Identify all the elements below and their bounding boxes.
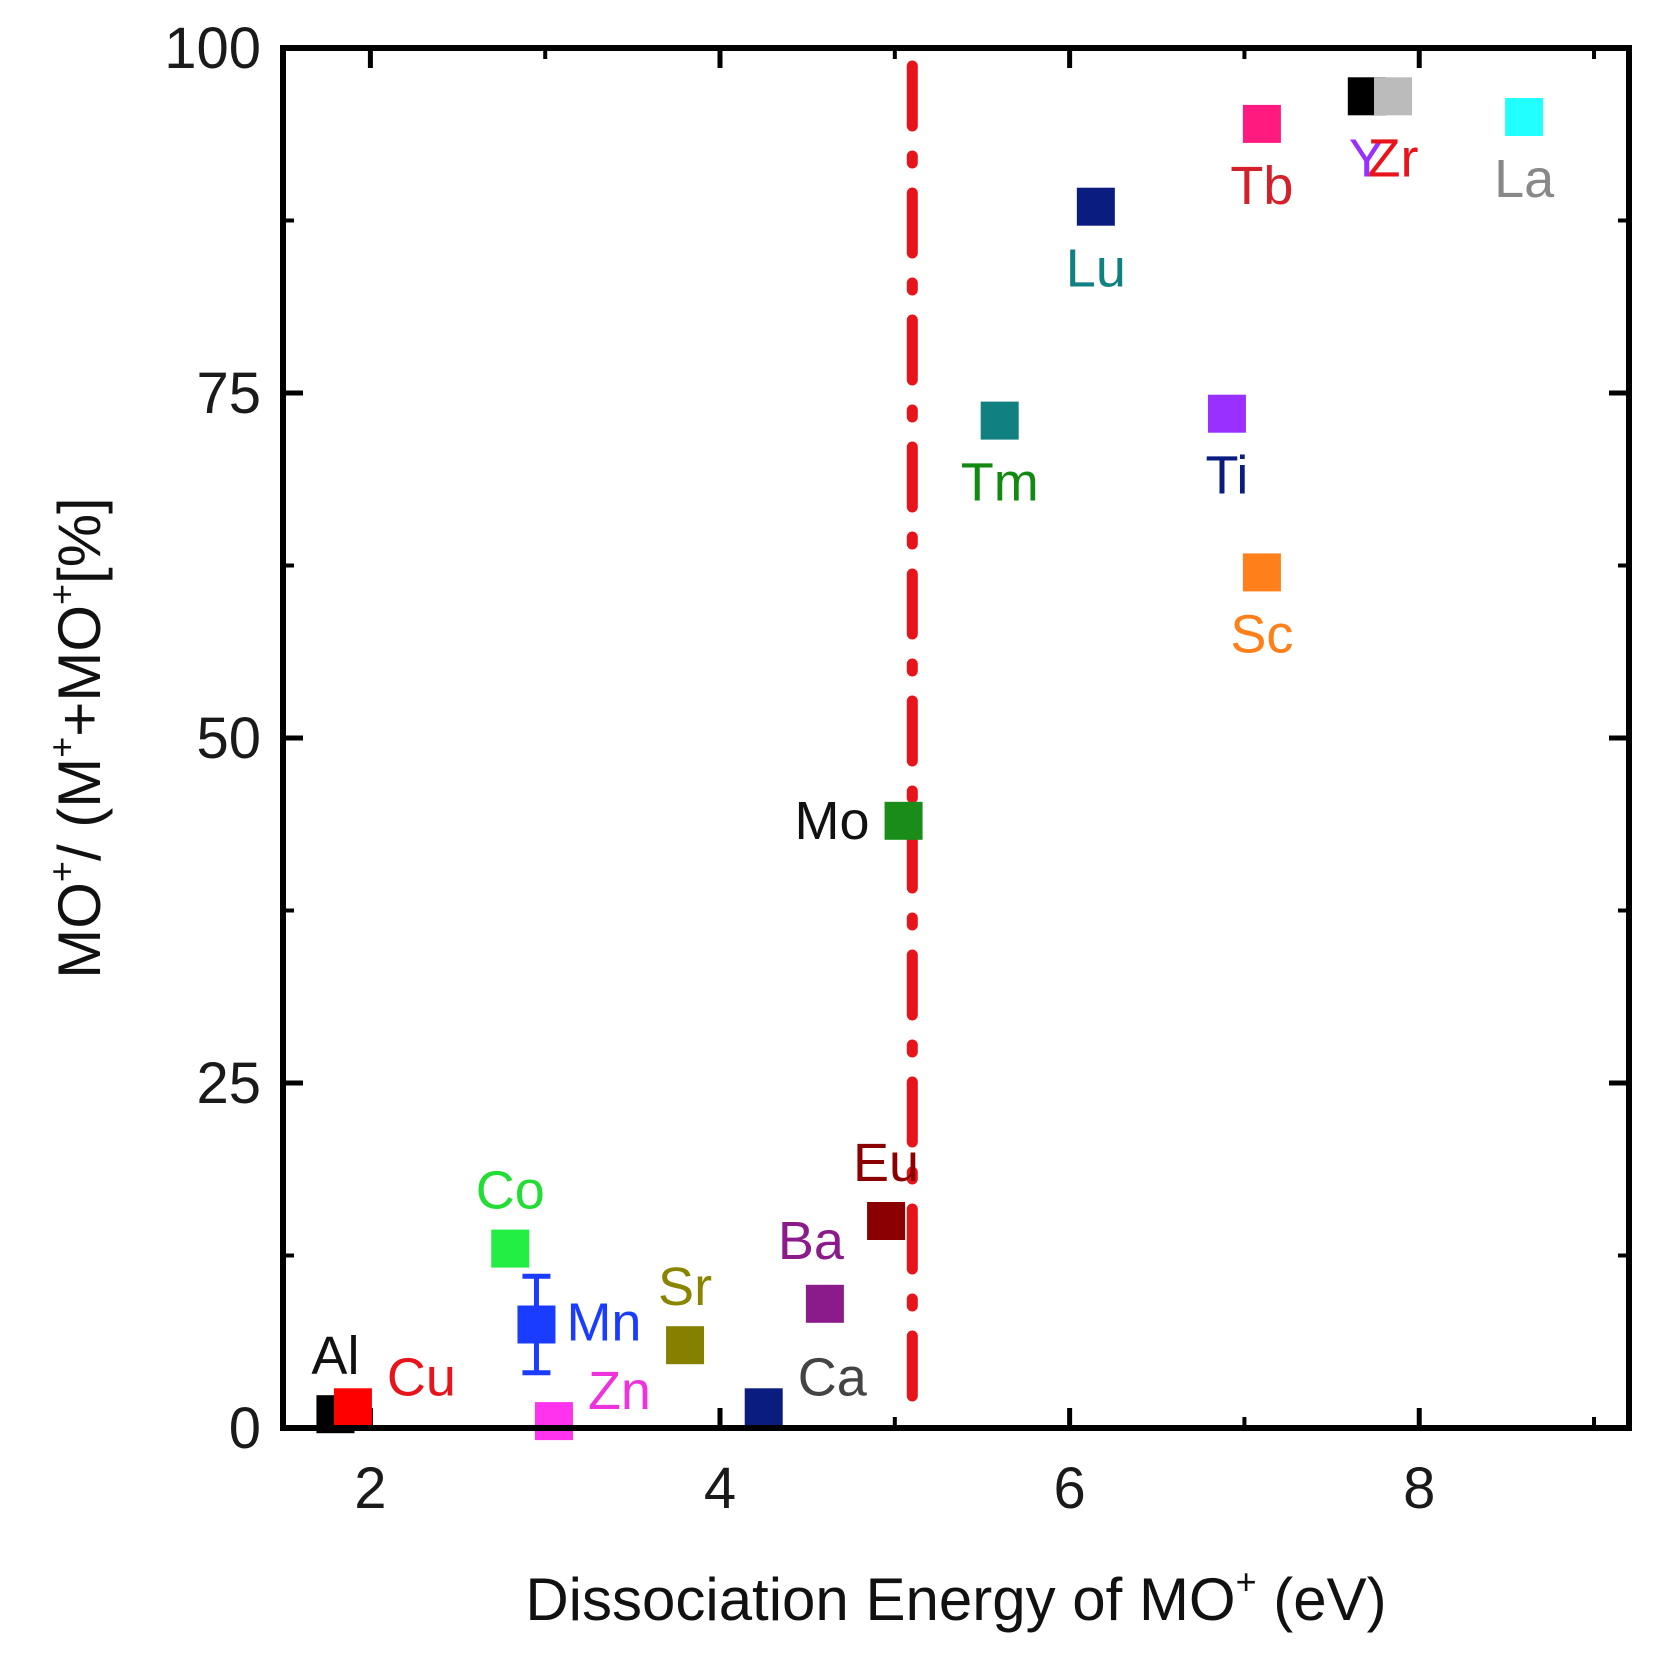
point-mn (517, 1305, 556, 1344)
label-ti: Ti (1205, 446, 1248, 506)
label-ba: Ba (778, 1211, 845, 1271)
point-ca (744, 1388, 783, 1427)
tick-marks (283, 45, 1629, 1431)
tick-labels: 2 4 6 8 0 25 50 75 100 (164, 16, 1435, 1521)
point-ba (805, 1284, 844, 1323)
label-eu: Eu (853, 1133, 919, 1193)
point-tb (1242, 104, 1281, 143)
x-tick-label: 8 (1403, 1456, 1435, 1521)
y-tick-label: 50 (196, 706, 261, 771)
y-tick-label: 75 (196, 361, 261, 426)
label-la: La (1494, 149, 1555, 209)
label-sr: Sr (658, 1257, 712, 1317)
label-y: Y (1349, 128, 1385, 188)
point-la (1505, 98, 1544, 136)
x-tick-label: 2 (354, 1456, 386, 1521)
point-sc (1242, 553, 1281, 592)
y-tick-label: 100 (164, 16, 261, 81)
label-co: Co (476, 1161, 545, 1221)
plot-frame (280, 45, 1632, 1431)
y-tick-label: 0 (229, 1396, 261, 1461)
x-axis-title: Dissociation Energy of MO+ (eV) (525, 1561, 1386, 1633)
point-zn (534, 1402, 573, 1441)
y-axis-title: MO+/ (M++MO+[%] (41, 497, 113, 978)
point-tm (980, 401, 1019, 440)
point-ti (1207, 394, 1246, 433)
point-co (491, 1229, 530, 1268)
label-al: Al (311, 1326, 359, 1386)
label-ca: Ca (798, 1347, 868, 1407)
label-mo: Mo (795, 791, 870, 851)
point-lu (1076, 187, 1115, 226)
label-tm: Tm (961, 453, 1039, 513)
point-zr (1374, 77, 1413, 116)
label-tb: Tb (1230, 156, 1293, 216)
label-zr: Zr (1368, 128, 1419, 188)
label-cu: Cu (387, 1347, 456, 1407)
point-eu (867, 1202, 906, 1240)
label-zn: Zn (588, 1361, 651, 1421)
x-tick-label: 4 (704, 1456, 736, 1521)
x-tick-label: 6 (1053, 1456, 1085, 1521)
point-cu (333, 1388, 372, 1427)
label-mn: Mn (566, 1293, 641, 1353)
label-sc: Sc (1230, 604, 1293, 664)
data-points (316, 77, 1544, 1441)
point-sr (666, 1326, 705, 1365)
label-lu: Lu (1066, 239, 1126, 299)
point-mo (884, 801, 923, 840)
y-tick-label: 25 (196, 1051, 261, 1116)
